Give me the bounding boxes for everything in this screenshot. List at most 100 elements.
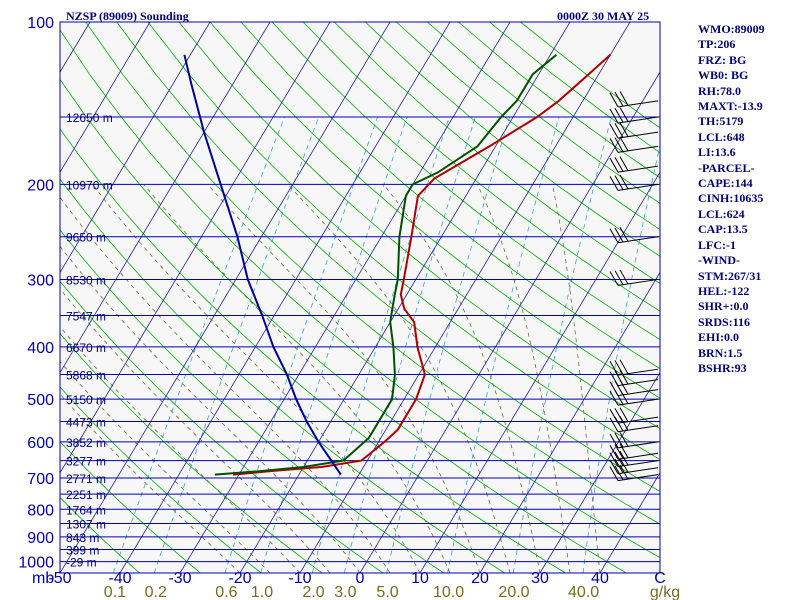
height-label: 399 m [66, 544, 99, 558]
moist-adiabat [383, 184, 541, 573]
wind-barb-staff [617, 379, 659, 387]
temperature-tick-label: -50 [48, 570, 71, 587]
wind-barb-flag [614, 444, 624, 459]
dry-adiabat [209, 22, 660, 399]
moist-adiabat [207, 184, 481, 573]
isotherm-line [60, 22, 151, 174]
isotherms [0, 22, 660, 573]
wind-barb [609, 226, 659, 244]
wind-barb-flag [614, 108, 624, 123]
wind-barb-staff [617, 183, 659, 191]
moist-adiabats [60, 184, 601, 573]
index-line: RH:78.0 [698, 83, 741, 98]
height-labels: 12650 m 10970 m 9650 m 8530 m 7547 m 6670 m 58… [66, 111, 113, 570]
wind-barb [609, 269, 659, 286]
index-line: FRZ: BG [698, 52, 747, 67]
dry-adiabat [60, 229, 445, 573]
wind-barb [609, 122, 659, 139]
moist-adiabat [476, 184, 571, 573]
pressure-tick-label: 600 [27, 435, 54, 452]
wind-barb [609, 156, 659, 173]
wind-barb-flag [609, 452, 619, 467]
height-label: 3277 m [66, 455, 106, 469]
pressure-tick-label: 800 [27, 502, 54, 519]
mixing-ratio-tick-label: 40.0 [568, 584, 599, 600]
wind-barb-staff [617, 398, 659, 406]
height-label: 4473 m [66, 415, 106, 429]
temperature-tick-label: -20 [228, 570, 251, 587]
pressure-tick-label: 500 [27, 392, 54, 409]
mixing-ratio-axis: 0.1 0.2 0.6 1.0 2.0 3.0 5.0 10.0 20.0 40.0 g/kg [104, 584, 680, 600]
mixing-ratio-tick-label: 0.1 [104, 584, 126, 600]
height-label: 3852 m [66, 436, 106, 450]
height-label: 10970 m [66, 178, 113, 192]
index-line: SRDS:116 [698, 314, 751, 329]
wind-barb-flag [609, 390, 619, 406]
dry-adiabat [60, 386, 262, 573]
wind-barb-staff [617, 145, 659, 153]
dry-adiabat [85, 22, 660, 525]
height-label: 2771 m [66, 472, 106, 486]
moist-adiabat [92, 184, 421, 573]
wind-barb [609, 91, 659, 108]
dry-adiabat [147, 22, 660, 461]
temperature-profile [232, 54, 612, 476]
wind-barb-flag [614, 175, 624, 190]
dry-adiabat [60, 178, 505, 573]
valid-time: 0000Z 30 MAY 25 [557, 9, 650, 23]
moist-adiabat [60, 393, 241, 573]
wind-barb-flag [609, 108, 619, 124]
isotherm-line [119, 22, 451, 573]
dry-adiabat [178, 22, 660, 430]
isotherm-line [419, 171, 660, 573]
index-line: TP:206 [698, 37, 736, 52]
temperature-tick-label: 10 [411, 570, 429, 587]
wind-barb-flag [614, 137, 624, 152]
index-line: WB0: BG [698, 68, 749, 83]
dry-adiabat [60, 333, 323, 573]
height-label: 1307 m [66, 517, 106, 531]
pressure-tick-label: 400 [27, 340, 54, 357]
index-line: BSHR:93 [698, 360, 747, 375]
wind-barb-flag [614, 432, 624, 448]
wind-barb-flag [619, 443, 629, 459]
pressure-tick-label: 100 [27, 15, 54, 32]
index-line: HEL:-122 [698, 283, 750, 298]
dry-adiabat [240, 22, 660, 370]
wind-barb-staff [617, 425, 659, 433]
wind-barb-flag [619, 91, 629, 106]
index-line: STM:267/31 [698, 268, 762, 283]
wind-barb-flag [619, 369, 629, 385]
isotherm-line [299, 22, 631, 573]
wind-barb [609, 415, 659, 433]
wind-barb-flag [614, 416, 624, 432]
dry-adiabat [116, 22, 660, 492]
temperature-tick-label: -40 [108, 570, 131, 587]
isotherm-line [0, 22, 30, 573]
isotherm-line [60, 22, 271, 374]
wind-barb-flag [609, 228, 619, 243]
height-label: 8530 m [66, 273, 106, 287]
index-line: LCL:648 [698, 129, 745, 144]
isotherm-line [239, 22, 571, 573]
wind-barb-flag [619, 226, 629, 242]
index-line: BRN:1.5 [698, 345, 743, 360]
height-label: 5150 m [66, 393, 106, 407]
wind-barb [609, 432, 659, 449]
wind-barb [609, 389, 659, 406]
wind-barb [609, 107, 659, 124]
isotherm-line [599, 472, 660, 573]
wind-barb-staff [617, 441, 659, 449]
isobars [60, 22, 660, 573]
wind-barb-flag [609, 138, 619, 153]
temperature-tick-label: 40 [591, 570, 609, 587]
mixing-ratio-tick-label: 1.0 [251, 584, 273, 600]
wind-barb-flag [619, 450, 629, 466]
index-line: EHI:0.0 [698, 330, 740, 345]
wind-barb-flag [619, 122, 629, 137]
dry-adiabat [60, 78, 627, 573]
wind-barb-flag [619, 156, 629, 171]
pressure-tick-label: 200 [27, 177, 54, 194]
plot-background [60, 22, 660, 573]
wind-barb-staff [617, 236, 659, 244]
